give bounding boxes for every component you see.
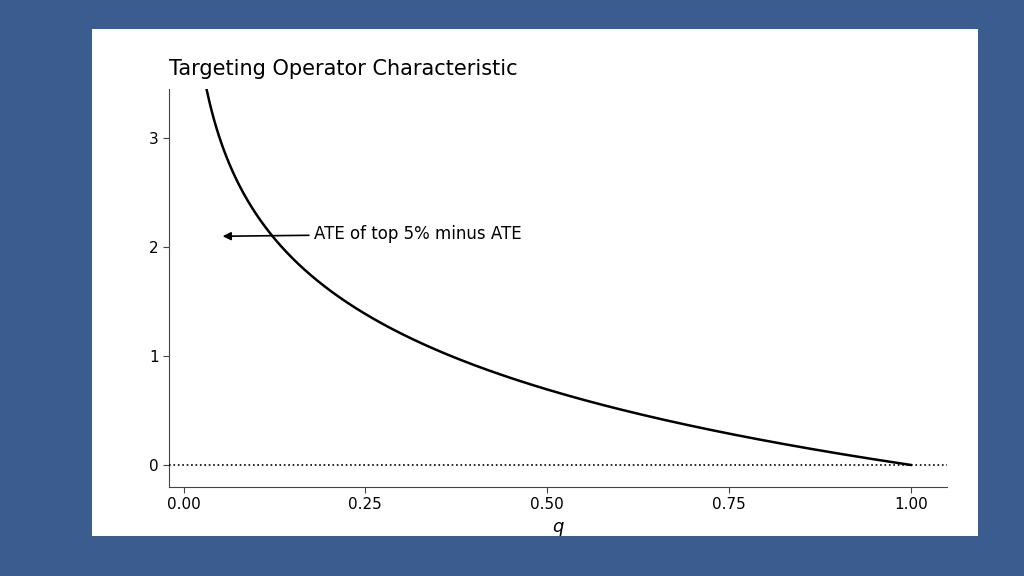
- Text: ATE of top 5% minus ATE: ATE of top 5% minus ATE: [224, 225, 522, 243]
- Text: Targeting Operator Characteristic: Targeting Operator Characteristic: [169, 59, 517, 79]
- X-axis label: q: q: [552, 518, 564, 536]
